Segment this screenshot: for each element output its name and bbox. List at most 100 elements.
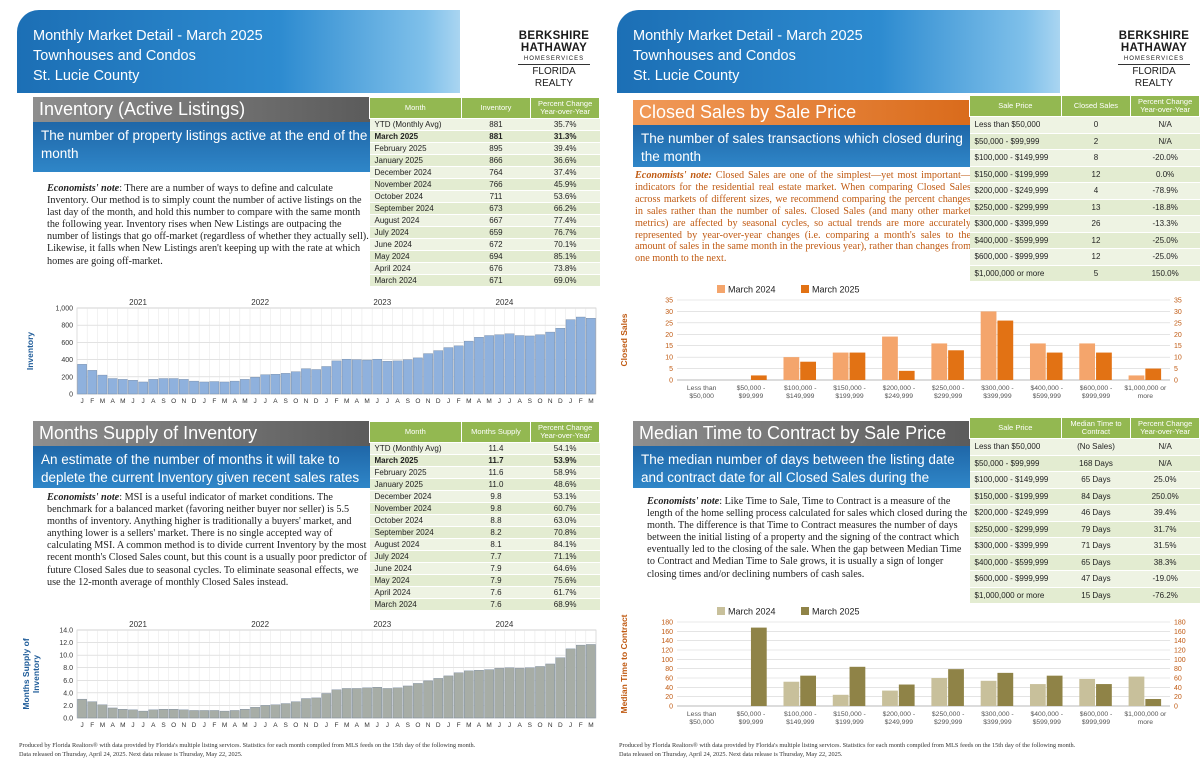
- table-cell: 70.8%: [530, 526, 600, 539]
- x-tick-label: $199,999: [835, 393, 864, 400]
- msi-chart: 0.0 2.0 4.0 6.0 8.0 10.0 12.0 14.0 J F M A M J J A S O N D J…: [17, 616, 600, 734]
- table-row: April 2024 676 73.8%: [369, 262, 600, 275]
- bar: [179, 379, 189, 395]
- table-cell: 65 Days: [1061, 471, 1131, 489]
- y-tick-label: 20: [665, 694, 673, 701]
- x-tick-label: A: [273, 398, 278, 405]
- table-row: $600,000 - $999,999 47 Days -19.0%: [969, 570, 1200, 588]
- x-tick-label: more: [1138, 719, 1154, 726]
- footer-line-2: Data released on Thursday, April 24, 202…: [619, 751, 843, 758]
- bar: [882, 690, 898, 706]
- x-tick-label: $299,999: [934, 393, 963, 400]
- table-cell: 7.9: [461, 574, 531, 587]
- x-tick-label: A: [151, 398, 156, 405]
- y-tick-label: 5: [669, 366, 673, 373]
- x-tick-label: A: [233, 722, 238, 729]
- table-cell: 75.6%: [530, 574, 600, 587]
- footer-line-2: Data released on Thursday, April 24, 202…: [19, 751, 243, 758]
- y-tick-label-right: 30: [1174, 309, 1182, 316]
- bar: [800, 361, 817, 380]
- x-tick-label: O: [415, 722, 420, 729]
- table-cell: January 2025: [369, 154, 462, 167]
- bar: [372, 358, 382, 395]
- bar: [219, 710, 230, 719]
- bar: [997, 320, 1014, 380]
- table-cell: 31.3%: [530, 130, 600, 143]
- y-tick-label: 30: [665, 309, 673, 316]
- table-row: April 2024 7.6 61.7%: [369, 586, 600, 599]
- footer-note: Produced by Florida Realtors® with data …: [19, 741, 609, 759]
- x-tick-label: S: [283, 722, 288, 729]
- table-header-cell: Month: [369, 97, 462, 119]
- left-header-banner: Monthly Market Detail - March 2025 Townh…: [17, 0, 600, 93]
- x-tick-label: A: [355, 398, 360, 405]
- table-cell: 168 Days: [1061, 455, 1131, 472]
- table-row: $200,000 - $249,999 46 Days 39.4%: [969, 504, 1200, 522]
- y-tick-label: 180: [661, 620, 673, 627]
- chart-svg: March 2024 March 2025 0 0 20 20 40 40 60 60 80 80 10…: [619, 607, 1186, 727]
- x-tick-label: $1,000,000 or: [1124, 711, 1167, 718]
- table-row: $600,000 - $999,999 12 -25.0%: [969, 248, 1200, 266]
- table-cell: 659: [461, 226, 531, 239]
- x-tick-label: J: [386, 398, 389, 405]
- table-cell: November 2024: [369, 502, 462, 515]
- bar: [1029, 343, 1046, 380]
- legend-label: March 2024: [728, 285, 776, 295]
- bar: [229, 380, 240, 395]
- bar: [402, 359, 413, 395]
- year-label: 2023: [373, 298, 391, 307]
- note-label: Economists' note: [47, 492, 120, 503]
- table-cell: 53.1%: [530, 490, 600, 503]
- x-tick-label: N: [548, 398, 553, 405]
- y-axis-label: Inventory: [31, 655, 41, 694]
- x-tick-label: M: [100, 398, 105, 405]
- header-title: Monthly Market Detail - March 2025 Townh…: [33, 26, 263, 86]
- table-cell: 39.4%: [1130, 504, 1200, 522]
- x-tick-label: S: [528, 398, 533, 405]
- x-tick-label: $199,999: [835, 719, 864, 726]
- table-cell: 48.6%: [530, 478, 600, 491]
- table-cell: October 2024: [369, 190, 462, 203]
- table-row: December 2024 9.8 53.1%: [369, 490, 600, 503]
- x-tick-label: M: [344, 398, 349, 405]
- table-cell: 13: [1061, 199, 1131, 216]
- table-cell: 84 Days: [1061, 488, 1131, 505]
- table-cell: 70.1%: [530, 238, 600, 251]
- note-label: Economists' note: [647, 496, 720, 507]
- logo-divider: [518, 64, 590, 65]
- y-tick-label: 60: [665, 676, 673, 683]
- table-cell: N/A: [1130, 455, 1200, 472]
- x-tick-label: $1,000,000 or: [1124, 385, 1167, 392]
- table-header-cell: Sale Price: [969, 417, 1062, 439]
- bar: [443, 347, 454, 395]
- bar: [504, 667, 515, 719]
- bar: [514, 668, 525, 719]
- x-tick-label: M: [344, 722, 349, 729]
- x-tick-label: J: [376, 398, 379, 405]
- x-tick-label: S: [161, 398, 166, 405]
- x-tick-label: A: [477, 398, 482, 405]
- table-cell: $300,000 - $399,999: [969, 537, 1062, 555]
- bar: [1145, 699, 1162, 706]
- table-header-row: Sale Price Closed Sales Percent Change Yea…: [969, 95, 1200, 117]
- table-cell: -76.2%: [1130, 587, 1200, 604]
- x-tick-label: D: [436, 722, 441, 729]
- table-cell: 63.0%: [530, 514, 600, 527]
- table-cell: February 2025: [369, 466, 462, 479]
- table-cell: YTD (Monthly Avg): [369, 442, 462, 455]
- x-tick-label: S: [406, 722, 411, 729]
- table-row: February 2025 11.6 58.9%: [369, 466, 600, 479]
- bar: [586, 644, 596, 719]
- bar: [199, 381, 209, 395]
- table-cell: 38.3%: [1130, 554, 1200, 571]
- x-tick-label: D: [192, 722, 197, 729]
- table-header-cell: Closed Sales: [1060, 95, 1132, 117]
- table-cell: 667: [461, 214, 531, 227]
- x-tick-label: $249,999: [885, 719, 914, 726]
- brand-logo: BERKSHIRE HATHAWAY HOMESERVICES FLORIDA …: [514, 30, 594, 90]
- inventory-economists-note: Economists' note: There are a number of …: [47, 183, 369, 268]
- header-line-2: Townhouses and Condos: [33, 48, 196, 64]
- table-cell: 895: [461, 142, 531, 155]
- year-label: 2021: [129, 298, 147, 307]
- year-label: 2022: [251, 298, 269, 307]
